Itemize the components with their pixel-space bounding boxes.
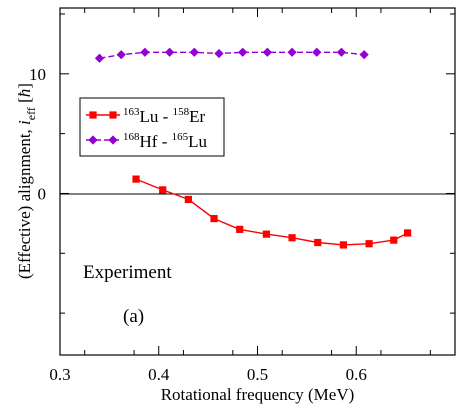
legend-label: 163Lu - 158Er (123, 106, 205, 126)
data-point (94, 53, 105, 63)
legend-element: Er (189, 107, 205, 126)
legend-element: Lu (188, 132, 207, 151)
legend-mass-number: 165 (172, 131, 189, 143)
legend-swatch-marker (88, 135, 98, 145)
y-tick-label: 0 (38, 184, 47, 203)
legend-mass-number: 168 (123, 131, 140, 143)
data-point (189, 47, 199, 57)
data-point (339, 241, 348, 249)
y-axis-label: (Effective) alignment, ieff [ħ] (15, 83, 38, 279)
data-point (390, 236, 398, 244)
legend-element: Lu (140, 107, 159, 126)
legend-swatch-marker (108, 135, 118, 145)
x-tick-label: 0.5 (247, 365, 268, 384)
axis-ticks: 0.3 0.4 0.5 0.6 0 10 (29, 8, 455, 384)
legend-swatch-marker (109, 111, 117, 119)
series-layer (94, 47, 412, 249)
y-axis-label-prefix: (Effective) alignment, (15, 125, 34, 279)
series-1 (94, 47, 369, 63)
legend-element: Hf (140, 132, 158, 151)
series-0 (132, 175, 412, 249)
data-point (288, 234, 296, 242)
data-point (140, 47, 150, 57)
data-point (287, 47, 297, 57)
data-point (214, 48, 224, 59)
x-tick-label: 0.4 (148, 365, 170, 384)
data-point (116, 50, 126, 60)
data-point (314, 238, 322, 247)
y-axis-label-unit: ħ (15, 89, 34, 98)
data-point (238, 47, 248, 57)
data-point (159, 186, 167, 194)
x-axis-label: Rotational frequency (MeV) (161, 385, 355, 404)
data-point (262, 47, 272, 57)
x-tick-label: 0.6 (346, 365, 367, 384)
x-tick-label: 0.3 (49, 365, 70, 384)
data-point (210, 214, 218, 223)
panel-label: (a) (123, 306, 144, 327)
data-point (359, 50, 369, 60)
data-point (365, 240, 373, 248)
data-point (184, 195, 192, 204)
plot-frame (59, 7, 456, 356)
legend-separator: - (157, 132, 171, 151)
legend-label: 168Hf - 165Lu (123, 131, 208, 151)
data-point (262, 230, 270, 238)
legend-box (79, 97, 225, 157)
data-point (336, 47, 347, 57)
y-axis-label-unit-close: ] (15, 83, 34, 89)
legend-mass-number: 158 (173, 106, 190, 118)
legend-mass-number: 163 (123, 106, 140, 118)
experiment-annotation: Experiment (83, 262, 172, 283)
data-point (404, 229, 412, 237)
series-line (135, 178, 408, 246)
y-axis-label-unit-open: [ (15, 97, 34, 107)
legend-separator: - (158, 107, 172, 126)
y-axis-label-symbol: i (15, 120, 34, 125)
data-point (165, 47, 175, 57)
legend-swatch-marker (89, 111, 97, 119)
data-point (236, 225, 244, 233)
y-tick-label: 10 (29, 65, 46, 84)
data-point (132, 175, 140, 183)
data-point (312, 47, 322, 57)
y-axis-label-subscript: eff (24, 107, 38, 120)
